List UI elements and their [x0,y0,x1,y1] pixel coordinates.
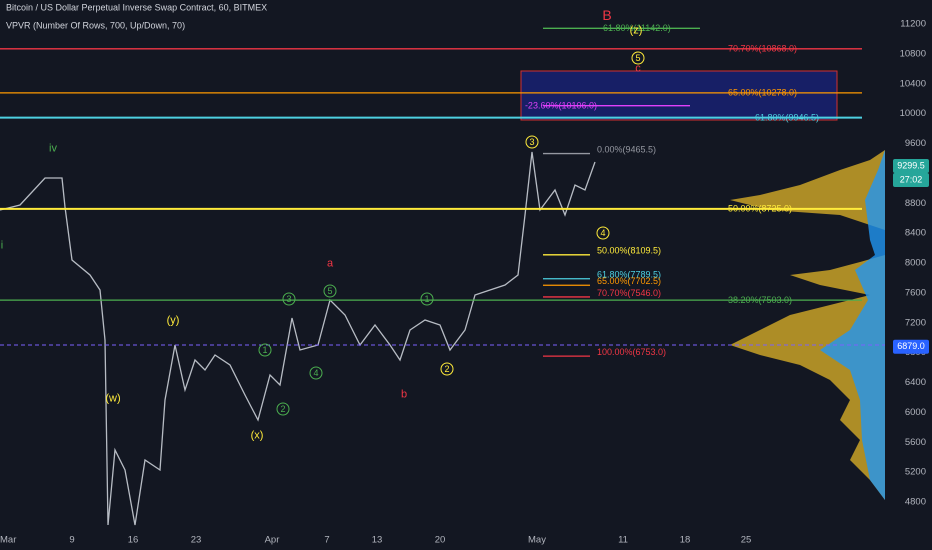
wave-label: (z) [630,24,643,36]
price-tick: 7600 [905,287,926,298]
wave-circle [440,362,454,376]
price-tick: 5600 [905,437,926,448]
fib-label: -23.60%(10106.0) [525,101,597,111]
badge-countdown-bg [893,172,929,187]
wave-circle [420,292,434,306]
price-tick: 11200 [900,19,926,30]
wave-label: (y) [167,314,180,326]
price-tick: 7200 [905,317,926,328]
price-tick: 10400 [900,78,926,89]
badge-crosshair: 6879.0 [897,341,925,351]
wave-label: 5 [635,53,640,63]
wave-circle [631,51,645,65]
time-tick: Apr [265,535,280,546]
time-tick: 18 [680,535,691,546]
badge-last: 9299.5 [897,160,925,170]
price-axis-bg [885,0,932,550]
badge-crosshair-bg [893,339,929,354]
fib-label: 38.20%(7503.0) [728,295,792,305]
time-tick: 25 [741,535,752,546]
wave-label: 4 [600,228,605,238]
wave-circle [525,135,539,149]
wave-circle [282,292,296,306]
time-tick: 9 [69,535,74,546]
wave-circle [596,226,610,240]
price-tick: 6400 [905,377,926,388]
wave-circle [258,343,272,357]
badge-last-bg [893,158,929,173]
wave-label: B [602,7,611,23]
fib-label: 61.80%(9946.5) [755,112,819,122]
fib-label: 70.70%(7546.0) [597,288,661,298]
price-tick: 8400 [905,228,926,239]
badge-countdown: 27:02 [900,174,923,184]
wave-label: 3 [286,294,291,304]
fib-label: 65.00%(7702.5) [597,276,661,286]
wave-label: 5 [327,286,332,296]
time-tick: 13 [372,535,383,546]
wave-circle [309,366,323,380]
time-tick: May [528,535,546,546]
time-tick: 7 [324,535,329,546]
wave-label: 1 [424,294,429,304]
fib-label: 70.70%(10868.0) [728,44,797,54]
time-tick: 11 [618,535,628,546]
fib-label: 61.80%(7789.5) [597,270,661,280]
time-tick: 16 [128,535,139,546]
price-tick: 8000 [905,258,926,269]
wave-circle [276,402,290,416]
wave-circle [323,284,337,298]
time-tick: Mar [0,535,16,546]
fib-label: 65.00%(10278.0) [728,88,797,98]
price-path [0,151,596,526]
wave-label: i [1,239,3,251]
fib-label: -61.80%(11142.0) [600,23,671,33]
fib-label: 100.00%(6753.0) [597,347,666,357]
wave-label: (x) [251,429,264,441]
indicator-label: VPVR (Number Of Rows, 700, Up/Down, 70) [6,20,185,30]
wave-label: 2 [280,404,285,414]
wave-label: iv [49,142,57,154]
chart-title: Bitcoin / US Dollar Perpetual Inverse Sw… [6,2,267,12]
wave-label: 1 [262,345,267,355]
price-tick: 10000 [900,108,926,119]
price-tick: 10800 [900,48,926,59]
wave-label: (w) [105,392,120,404]
price-tick: 4800 [905,497,926,508]
wave-label: b [401,388,407,400]
target-box [520,70,838,121]
volume-profile-down [820,150,885,500]
time-tick: 23 [191,535,202,546]
fib-label: 50.00%(8109.5) [597,246,661,256]
fib-label: 0.00%(9465.5) [597,144,656,154]
price-tick: 6000 [905,407,926,418]
fib-label: 50.00%(8725.0) [728,204,792,214]
wave-label: 2 [444,364,449,374]
wave-label: 4 [313,368,318,378]
wave-label: c [635,62,641,74]
volume-profile-up [730,150,885,500]
price-tick: 8800 [905,198,926,209]
time-tick: 20 [435,535,446,546]
wave-label: a [327,257,334,269]
wave-label: 3 [529,137,534,147]
price-tick: 5200 [905,467,926,478]
price-tick: 9600 [905,138,926,149]
